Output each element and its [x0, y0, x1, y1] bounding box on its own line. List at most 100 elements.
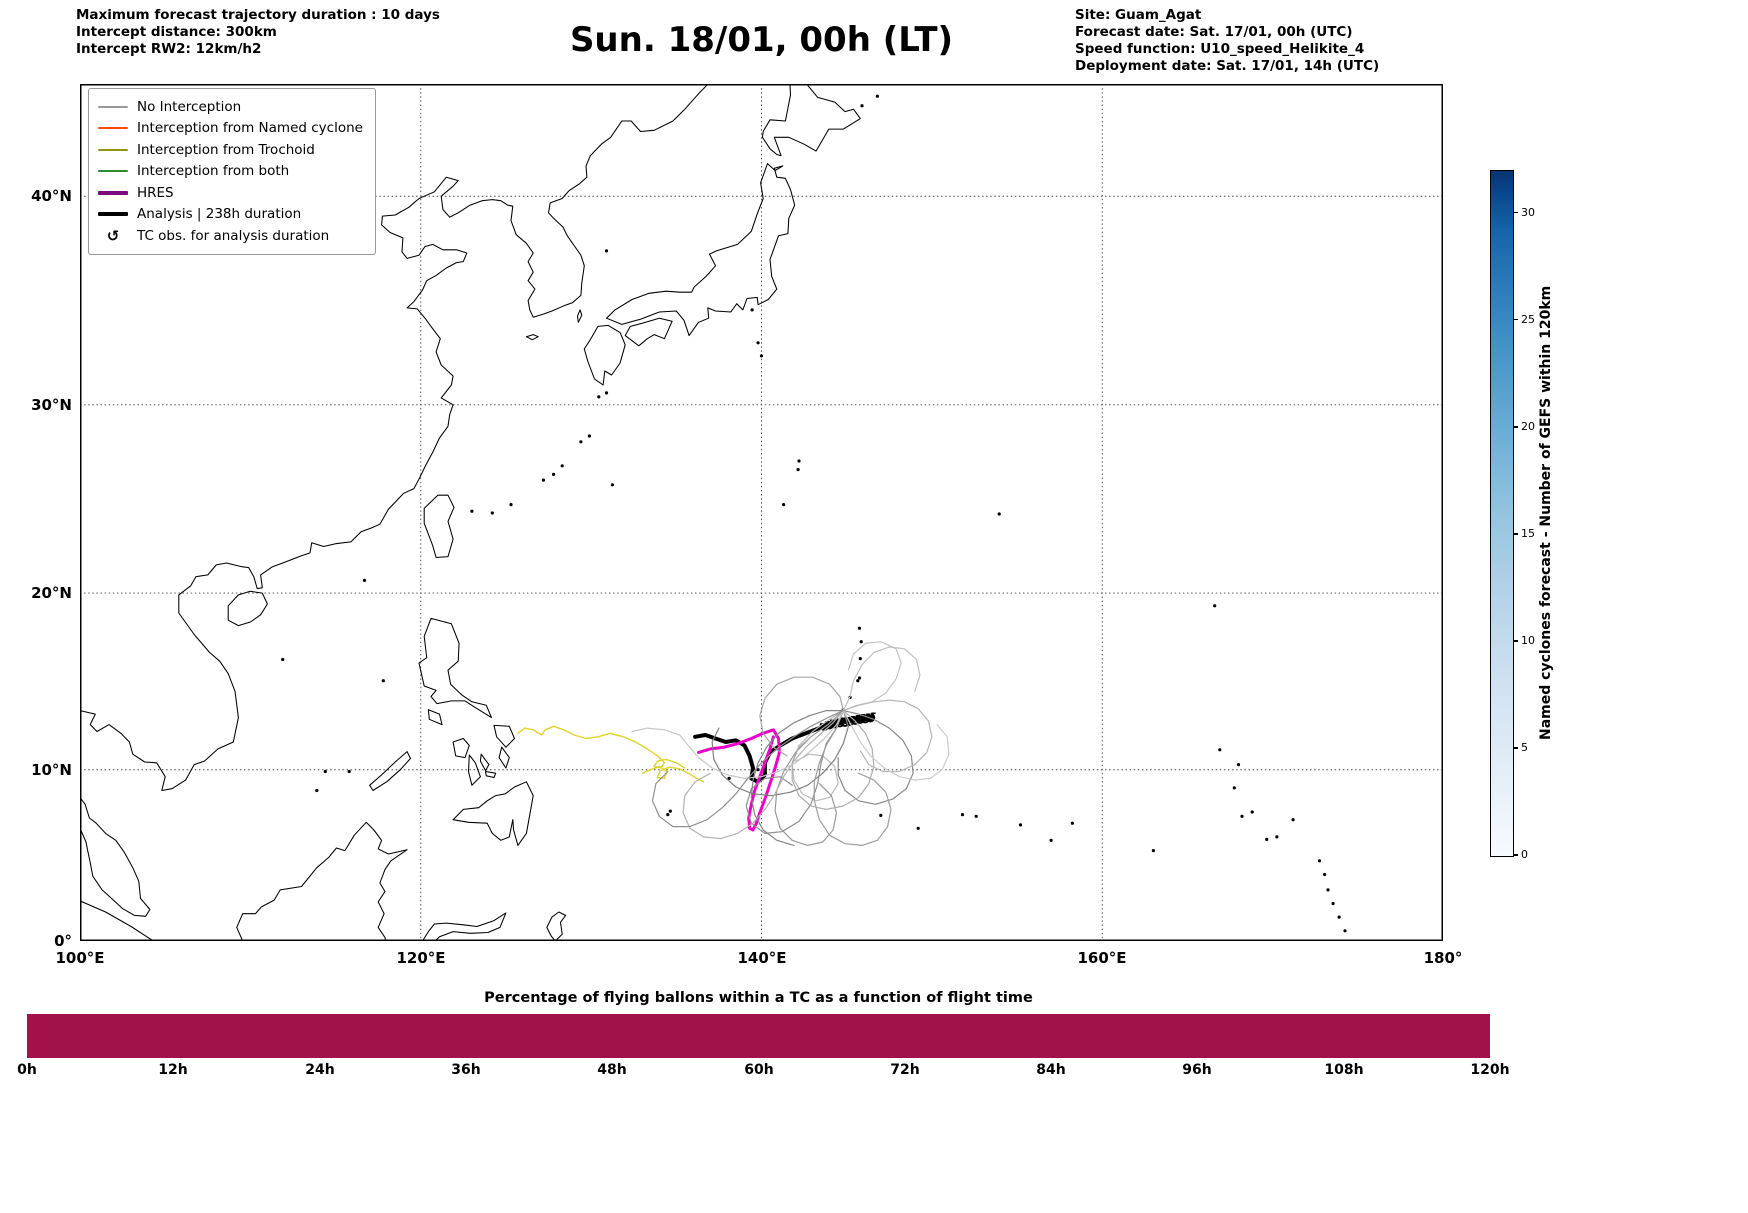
island-dot	[974, 814, 978, 818]
island-dot	[315, 788, 319, 793]
bar-segment	[1091, 1014, 1225, 1058]
legend-item-4: HRES	[98, 182, 363, 204]
intercept-rw2-text: Intercept RW2: 12km/h2	[76, 41, 262, 57]
island-dot	[1070, 821, 1074, 825]
colorbar-ticklabel-20: 20	[1521, 419, 1535, 433]
island-dot	[916, 826, 920, 830]
island-dot	[509, 503, 513, 507]
island-dot	[756, 768, 760, 772]
legend-line-swatch	[98, 127, 128, 130]
island-dot	[362, 578, 367, 582]
speed-function-text: Speed function: U10_speed_Helikite_4	[1075, 41, 1365, 57]
legend-line	[98, 127, 128, 130]
bottom-tick-0h: 0h	[17, 1062, 37, 1078]
legend-line	[98, 148, 128, 151]
lon-tick-180°: 180°	[1423, 949, 1463, 967]
intercept-distance-text: Intercept distance: 300km	[76, 24, 277, 40]
island-dot	[1265, 837, 1269, 842]
island-dot	[666, 813, 670, 817]
lon-tick-120°E: 120°E	[396, 949, 446, 967]
gefs-no-interception-7	[682, 709, 844, 840]
forecast-date-text: Forecast date: Sat. 17/01, 00h (UTC)	[1075, 24, 1353, 40]
tc-obs-icon: ↺	[829, 715, 842, 733]
bar-segment	[1224, 1014, 1358, 1058]
island-dot	[857, 626, 862, 630]
lon-tick-160°E: 160°E	[1077, 949, 1127, 967]
gefs-no-interception-14	[842, 699, 933, 773]
island-dot	[750, 308, 754, 312]
legend-label: HRES	[137, 184, 174, 201]
coastline	[467, 754, 481, 786]
gefs-no-interception-8	[837, 709, 914, 805]
page-title: Sun. 18/01, 00h (LT)	[569, 20, 954, 60]
island-dot	[610, 483, 615, 487]
island-dot	[860, 104, 864, 108]
coastline	[236, 821, 408, 941]
bottom-tick-96h: 96h	[1182, 1062, 1212, 1078]
coastline	[525, 334, 539, 341]
island-dot	[560, 464, 564, 468]
map-panel: ↺ ↺ ↺ ↺ ↺ ↺ ↺ ↺ ↺ ↺ No Interception Interception f…	[80, 84, 1443, 941]
island-dot	[1218, 748, 1222, 752]
legend-label: TC obs. for analysis duration	[137, 227, 330, 244]
legend-line-swatch	[98, 105, 128, 108]
island-dot	[1291, 818, 1295, 822]
map-legend: No Interception Interception from Named c…	[88, 88, 376, 255]
colorbar-tickmark-0	[1513, 854, 1518, 856]
bottom-chart	[27, 1014, 1490, 1058]
island-dot	[1275, 835, 1279, 839]
island-dot	[1326, 888, 1330, 892]
island-dot	[347, 769, 351, 774]
island-dot	[490, 511, 494, 515]
island-dot	[756, 341, 760, 345]
gefs-no-interception-13	[631, 709, 844, 780]
map-canvas: ↺↺↺↺↺↺↺↺↺↺	[80, 84, 1443, 941]
legend-line	[98, 212, 128, 217]
bar-segment	[160, 1014, 294, 1058]
legend-line	[98, 170, 128, 173]
island-dot	[1250, 810, 1254, 814]
island-dot	[604, 391, 609, 395]
bar-segment	[692, 1014, 826, 1058]
bottom-tick-36h: 36h	[451, 1062, 481, 1078]
gefs-no-interception-9	[842, 646, 921, 712]
legend-item-5: Analysis | 238h duration	[98, 204, 363, 226]
coastline	[80, 900, 154, 941]
colorbar-ticklabel-15: 15	[1521, 526, 1535, 540]
coastline	[80, 796, 151, 917]
legend-item-1: Interception from Named cyclone	[98, 118, 363, 140]
bottom-tick-120h: 120h	[1470, 1062, 1510, 1078]
legend-label: Analysis | 238h duration	[137, 206, 302, 223]
island-dot	[797, 459, 801, 463]
site-info: Site: Guam_Agat Forecast date: Sat. 17/0…	[1075, 7, 1379, 75]
island-dot	[1151, 849, 1155, 853]
hres-track	[697, 728, 781, 832]
island-dot	[597, 395, 601, 399]
island-dot	[381, 679, 385, 683]
bottom-tick-84h: 84h	[1036, 1062, 1066, 1078]
legend-label: No Interception	[137, 98, 242, 115]
gefs-no-interception-5	[711, 709, 850, 797]
island-dot	[796, 468, 800, 472]
coastline	[227, 590, 268, 627]
island-dot	[1240, 814, 1244, 818]
gefs-no-interception-3	[759, 676, 844, 757]
bottom-tick-48h: 48h	[597, 1062, 627, 1078]
map-border	[80, 84, 1443, 941]
tc-obs-icon: ↺	[859, 710, 872, 728]
site-text: Site: Guam_Agat	[1075, 7, 1202, 23]
lat-tick-20°N: 20°N	[31, 584, 72, 602]
island-dot	[604, 249, 609, 253]
bottom-tick-24h: 24h	[305, 1062, 335, 1078]
gefs-no-interception-10	[750, 709, 844, 847]
island-dot	[470, 509, 474, 513]
bar-segment	[27, 1014, 161, 1058]
max-duration-text: Maximum forecast trajectory duration : 1…	[76, 7, 440, 23]
colorbar-ticklabel-0: 0	[1521, 848, 1528, 861]
coastline	[423, 494, 455, 559]
island-dot	[1331, 901, 1335, 906]
tc-obs-icon: ↺	[106, 226, 120, 245]
island-dot	[281, 657, 285, 662]
island-dot	[782, 503, 786, 507]
